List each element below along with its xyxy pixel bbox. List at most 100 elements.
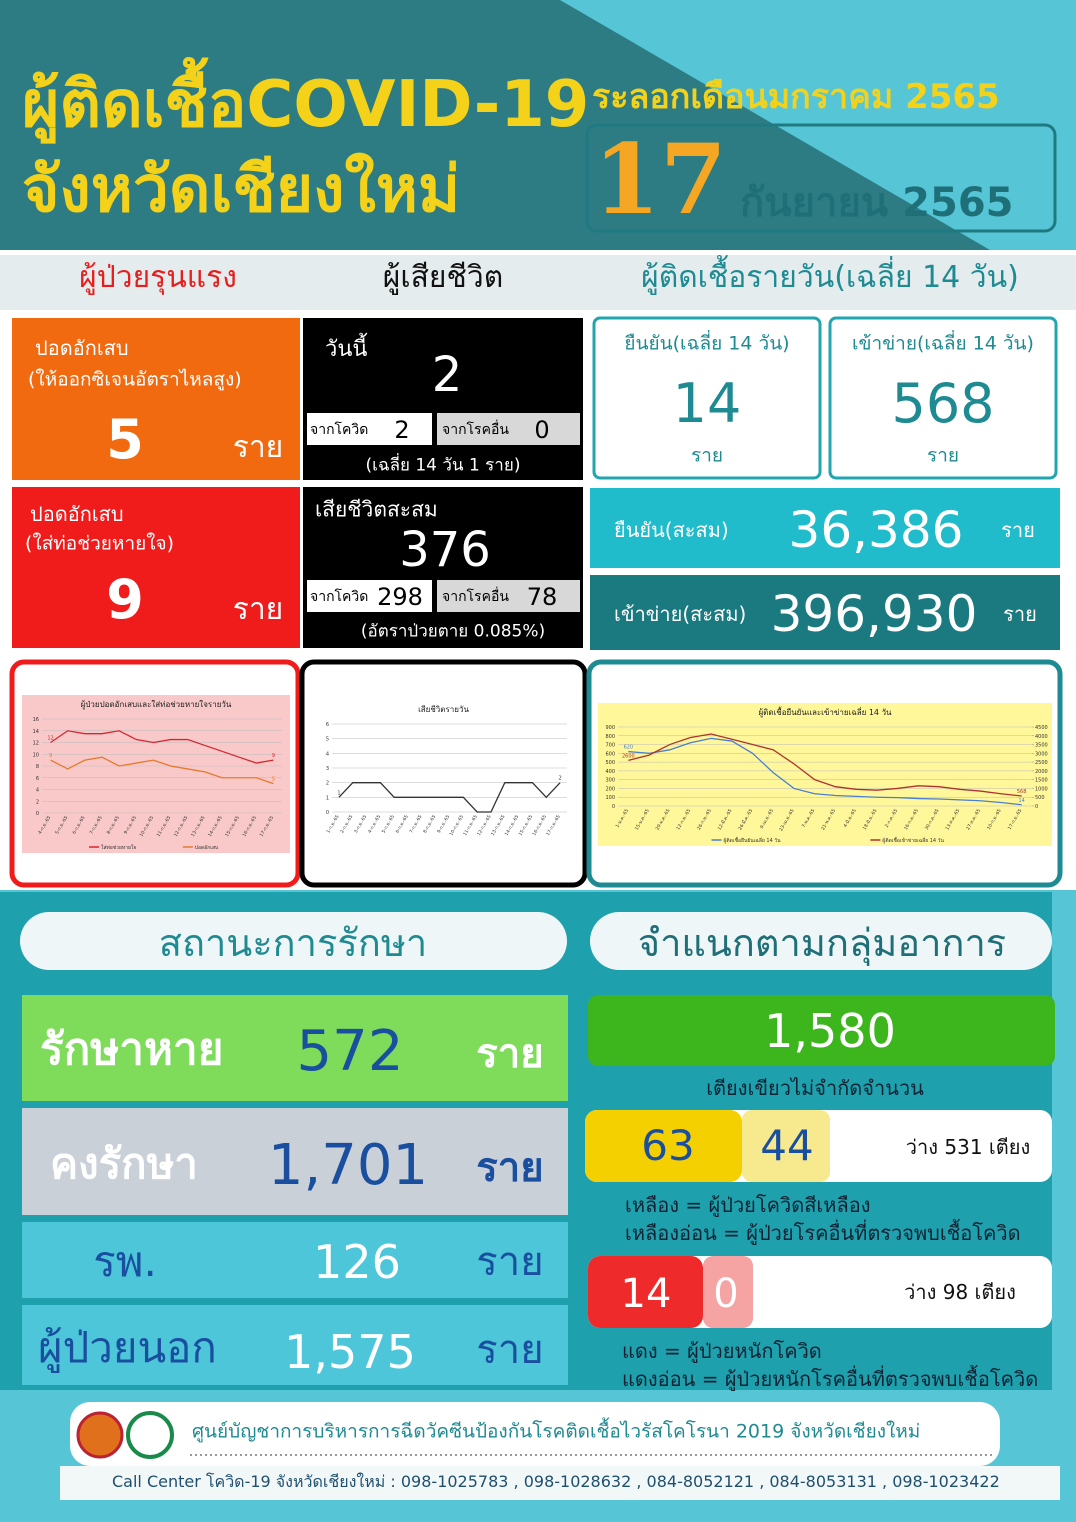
group-value: 1,580 [764, 1004, 896, 1058]
card-label: วันนี้ [325, 337, 368, 362]
card-orange [12, 318, 300, 480]
data-label: 2600 [622, 753, 635, 759]
y-tick-label: 0 [36, 811, 39, 817]
date-month: กันยายน 2565 [740, 180, 1014, 226]
data-label: 5 [272, 777, 275, 783]
card-label: ปอดอักเสบ [30, 502, 124, 526]
y-tick-label: 2 [326, 781, 329, 787]
row-unit: ราย [476, 1239, 544, 1285]
sub-box [307, 580, 432, 612]
title: ผู้ติดเชื้อCOVID-19 [22, 68, 590, 142]
y-tick-label: 300 [605, 778, 615, 784]
data-label: 2 [558, 776, 561, 782]
card-label: ปอดอักเสบ [35, 336, 129, 360]
section-head-band [0, 255, 1076, 310]
y2-tick-label: 2000 [1035, 769, 1048, 775]
logo [126, 1411, 174, 1459]
y2-tick-label: 1500 [1035, 778, 1048, 784]
data-label: 9 [49, 753, 52, 759]
bar-green [588, 995, 1055, 1066]
sub-value: 78 [526, 583, 558, 611]
y-tick-label: 0 [612, 804, 615, 810]
card-label: (ใส่ท่อช่วยหายใจ) [25, 532, 175, 555]
section-head: ผู้ป่วยรุนแรง [79, 260, 237, 295]
y-tick-label: 0 [326, 810, 329, 816]
card-cumulative [590, 575, 1060, 650]
card-value: 5 [106, 408, 144, 471]
series-line [628, 737, 1022, 806]
legend-label: ผู้ติดเชื้อเข้าข่ายเฉลี่ย 14 วัน [882, 835, 944, 844]
row-unit: ราย [476, 1327, 544, 1373]
y-tick-label: 2 [36, 799, 39, 805]
footer-strip [60, 1466, 1060, 1500]
date-box [585, 123, 1057, 233]
card-black [303, 318, 583, 480]
y-tick-label: 1 [326, 795, 329, 801]
section-head: ผู้เสียชีวิต [382, 260, 504, 295]
y-tick-label: 100 [605, 795, 615, 801]
y-tick-label: 16 [33, 717, 39, 723]
card-unit: ราย [690, 444, 724, 467]
data-label: 12 [47, 736, 53, 742]
pill-heading: สถานะการรักษา [158, 921, 428, 965]
chart-title: ผู้ติดเชื้อยืนยันและเข้าข่ายเฉลี่ย 14 วั… [758, 706, 892, 718]
row-cyan [22, 1305, 568, 1385]
card-value: 36,386 [788, 501, 964, 559]
row-value: 1,701 [267, 1133, 429, 1198]
y-tick-label: 400 [605, 769, 615, 775]
legend-label: ใส่ท่อช่วยหายใจ [101, 844, 136, 851]
card-label: ยืนยัน(สะสม) [614, 518, 729, 542]
card-label: (ให้ออกซิเจนอัตราไหลสูง) [28, 368, 242, 391]
card-note: (เฉลี่ย 14 วัน 1 ราย) [365, 455, 521, 476]
row-gray [22, 1108, 568, 1215]
y-tick-label: 5 [326, 737, 329, 743]
pill [20, 912, 567, 970]
pill [590, 912, 1052, 970]
y2-tick-label: 4000 [1035, 734, 1048, 740]
sub-value: 2 [394, 416, 410, 444]
row-value: 126 [313, 1235, 401, 1289]
y-tick-label: 600 [605, 751, 615, 757]
data-label: 620 [624, 745, 634, 751]
charts: ผู้ป่วยปอดอักเสบและใส่ท่อช่วยหายใจรายวัน… [22, 695, 1052, 853]
series-line [50, 730, 274, 764]
footer-call-center: Call Center โควิด-19 จังหวัดเชียงใหม่ : … [112, 1472, 1000, 1491]
bar-red [588, 1256, 703, 1328]
card-value: 2 [431, 347, 463, 403]
row-label: รพ. [93, 1237, 157, 1286]
card-value: 396,930 [770, 585, 978, 643]
legend-text: เหลือง = ผู้ป่วยโควิดสีเหลือง [625, 1193, 871, 1217]
y2-tick-label: 3500 [1035, 743, 1048, 749]
legend-label: ปอดอักเสบ [195, 845, 218, 851]
y-tick-label: 3 [326, 766, 329, 772]
logo [76, 1411, 124, 1459]
vacant-beds: ว่าง 531 เตียง [905, 1135, 1031, 1159]
sub-label: จากโรคอื่น [442, 422, 509, 438]
header-band [0, 0, 1076, 300]
card-value: 14 [672, 372, 742, 435]
sub-label: จากโรคอื่น [442, 589, 509, 605]
subtitle: ระลอกเดือนมกราคม 2565 [592, 77, 1000, 117]
card-label: เสียชีวิตสะสม [315, 497, 438, 522]
row-value: 1,575 [284, 1325, 416, 1379]
y2-tick-label: 500 [1035, 795, 1045, 801]
card-unit: ราย [232, 592, 284, 627]
y-tick-label: 4 [326, 751, 329, 757]
card-unit: ราย [232, 430, 284, 465]
row-label: รักษาหาย [40, 1024, 224, 1075]
sub-box [437, 580, 580, 612]
card-value: 9 [106, 568, 144, 631]
chart-title: เสียชีวิตรายวัน [418, 705, 469, 714]
bar-yellow [585, 1110, 742, 1182]
legend-text: แดงอ่อน = ผู้ป่วยหนักโรคอื่นที่ตรวจพบเชื… [622, 1367, 1039, 1391]
y2-tick-label: 3000 [1035, 751, 1048, 757]
row-label: ผู้ป่วยนอก [38, 1323, 217, 1372]
footer-box [70, 1402, 1000, 1466]
y-tick-label: 4 [36, 788, 39, 794]
bar-light-red [703, 1256, 753, 1328]
plot-background [312, 700, 575, 842]
sub-value: 298 [377, 583, 423, 611]
y2-tick-label: 2500 [1035, 760, 1048, 766]
row-cyan [22, 1222, 568, 1298]
